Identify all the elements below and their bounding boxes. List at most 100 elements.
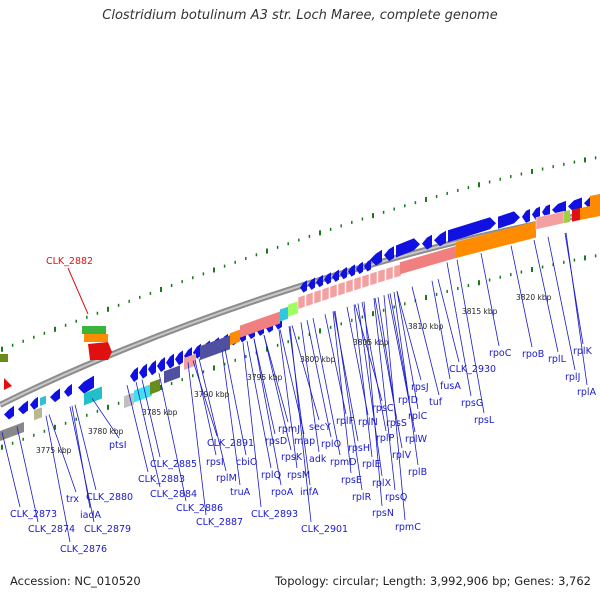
gene-label[interactable]: CLK_2930 xyxy=(449,364,496,375)
gene-feature[interactable] xyxy=(564,210,570,224)
gene-feature[interactable] xyxy=(321,286,330,302)
gene-label[interactable]: rpsG xyxy=(461,398,483,409)
gene-label[interactable]: rpsJ xyxy=(411,382,429,393)
gene-feature[interactable] xyxy=(422,234,432,250)
gene-feature[interactable] xyxy=(164,365,180,384)
gene-label[interactable]: rplV xyxy=(392,450,412,461)
gene-label[interactable]: rplF xyxy=(336,416,354,427)
gene-feature[interactable] xyxy=(134,383,152,403)
gene-label[interactable]: rplA xyxy=(577,387,597,398)
gene-feature[interactable] xyxy=(337,281,346,297)
gene-feature[interactable] xyxy=(84,386,102,406)
gene-feature[interactable] xyxy=(396,238,420,258)
gene-feature[interactable] xyxy=(50,388,60,403)
gene-feature[interactable] xyxy=(316,274,323,288)
gene-label[interactable]: iadA xyxy=(80,510,101,521)
gene-label[interactable]: rpsH xyxy=(348,443,370,454)
gene-label[interactable]: rpsI xyxy=(206,457,224,468)
gene-feature[interactable] xyxy=(130,367,138,383)
gene-label[interactable]: rplJ xyxy=(565,372,580,383)
gene-feature[interactable] xyxy=(332,269,339,282)
gene-feature[interactable] xyxy=(353,276,362,292)
gene-feature[interactable] xyxy=(175,350,183,366)
gene-label[interactable]: rpoB xyxy=(522,349,544,360)
gene-feature[interactable] xyxy=(522,208,530,223)
gene-label[interactable]: CLK_2886 xyxy=(176,503,223,514)
gene-feature[interactable] xyxy=(34,407,42,421)
gene-feature[interactable] xyxy=(448,217,496,243)
gene-label[interactable]: map xyxy=(294,436,315,447)
gene-label[interactable]: rplK xyxy=(573,346,593,357)
gene-feature[interactable] xyxy=(384,246,394,262)
gene-label[interactable]: cbiO xyxy=(236,457,257,468)
gene-label[interactable]: CLK_2883 xyxy=(138,474,185,485)
gene-label[interactable]: rplO xyxy=(321,439,341,450)
gene-feature[interactable] xyxy=(377,268,386,284)
gene-label[interactable]: CLK_2876 xyxy=(60,544,107,555)
gene-label[interactable]: trx xyxy=(66,494,79,505)
gene-feature[interactable] xyxy=(370,249,382,266)
gene-label[interactable]: rpmC xyxy=(395,522,421,533)
gene-feature[interactable] xyxy=(4,405,14,420)
gene-label[interactable]: CLK_2884 xyxy=(150,489,197,500)
gene-feature[interactable] xyxy=(240,311,280,338)
gene-feature[interactable] xyxy=(393,263,402,279)
gene-feature[interactable] xyxy=(385,266,394,281)
gene-feature[interactable] xyxy=(356,261,363,275)
gene-label[interactable]: tuf xyxy=(429,397,443,408)
gene-feature[interactable] xyxy=(329,283,338,299)
gene-label[interactable]: rpsS xyxy=(386,418,407,429)
gene-feature[interactable] xyxy=(40,395,46,406)
gene-feature[interactable] xyxy=(580,204,600,220)
gene-label[interactable]: rplC xyxy=(408,411,428,422)
gene-label[interactable]: rplM xyxy=(216,473,237,484)
gene-label[interactable]: rpsE xyxy=(341,475,362,486)
gene-feature[interactable] xyxy=(348,264,355,277)
gene-label[interactable]: fusA xyxy=(440,381,461,392)
gene-label[interactable]: rplB xyxy=(408,467,427,478)
gene-feature[interactable] xyxy=(340,266,347,280)
gene-label[interactable]: CLK_2893 xyxy=(251,509,298,520)
gene-feature[interactable] xyxy=(498,211,520,229)
gene-label[interactable]: rplP xyxy=(376,433,395,444)
gene-label[interactable]: rplD xyxy=(398,395,418,406)
gene-feature[interactable] xyxy=(148,360,156,376)
gene-feature[interactable] xyxy=(308,277,315,290)
gene-feature[interactable] xyxy=(324,272,331,285)
gene-feature[interactable] xyxy=(200,335,230,361)
gene-feature[interactable] xyxy=(150,378,160,395)
gene-feature[interactable] xyxy=(572,207,580,222)
gene-feature[interactable] xyxy=(184,353,196,370)
gene-feature[interactable] xyxy=(400,245,456,275)
gene-feature[interactable] xyxy=(18,400,28,415)
gene-feature[interactable] xyxy=(30,396,38,410)
gene-label[interactable]: CLK_2887 xyxy=(196,517,243,528)
gene-label[interactable]: rplQ xyxy=(261,470,281,481)
gene-label[interactable]: ptsI xyxy=(109,440,127,451)
gene-label[interactable]: rpsC xyxy=(372,403,394,414)
gene-feature[interactable] xyxy=(361,273,370,289)
gene-label[interactable]: CLK_2874 xyxy=(28,524,75,535)
gene-feature[interactable] xyxy=(313,289,322,305)
gene-label[interactable]: rplL xyxy=(548,354,567,365)
gene-feature[interactable] xyxy=(305,291,314,307)
gene-label[interactable]: rpoC xyxy=(489,348,512,359)
gene-label[interactable]: rpsN xyxy=(372,508,394,519)
gene-feature[interactable] xyxy=(166,353,174,369)
gene-label[interactable]: CLK_2880 xyxy=(86,492,133,503)
gene-label[interactable]: adk xyxy=(309,454,327,465)
gene-label[interactable]: rplW xyxy=(405,434,428,445)
gene-feature[interactable] xyxy=(300,280,307,293)
gene-feature[interactable] xyxy=(280,306,288,322)
highlight-gene-label[interactable]: CLK_2882 xyxy=(46,256,93,267)
gene-feature[interactable] xyxy=(288,301,298,317)
gene-feature[interactable] xyxy=(364,259,371,272)
gene-feature[interactable] xyxy=(157,356,165,372)
gene-label[interactable]: infA xyxy=(300,487,319,498)
gene-feature[interactable] xyxy=(139,363,147,379)
gene-label[interactable]: rpsD xyxy=(265,436,287,447)
gene-label[interactable]: CLK_2873 xyxy=(10,509,57,520)
gene-label[interactable]: rpmJ xyxy=(278,424,300,435)
gene-feature[interactable] xyxy=(456,221,536,258)
gene-label[interactable]: rpmD xyxy=(330,457,357,468)
